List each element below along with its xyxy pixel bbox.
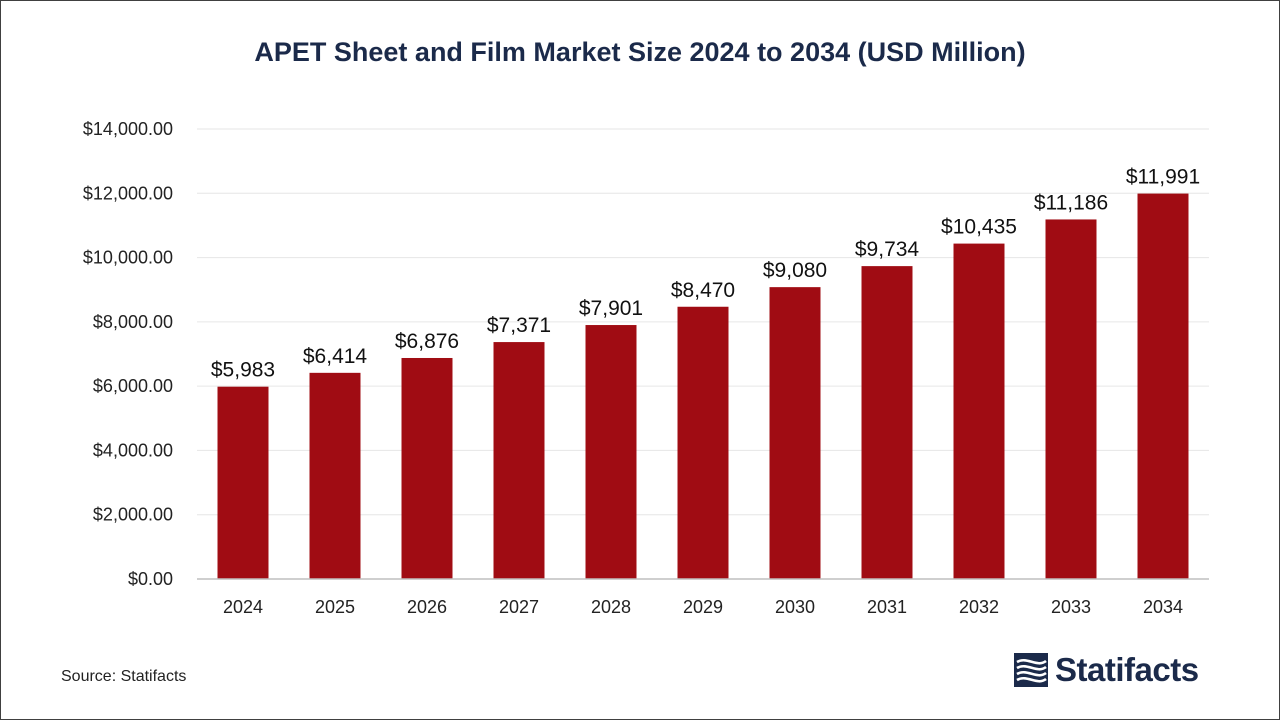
bar-2027 (493, 342, 545, 579)
data-label: $6,414 (303, 345, 368, 368)
bar-2030 (769, 287, 821, 579)
data-label: $10,435 (941, 216, 1017, 239)
y-tick-label: $2,000.00 (93, 505, 173, 525)
bar-2033 (1045, 219, 1097, 579)
bar-2024 (217, 386, 269, 579)
y-tick-label: $6,000.00 (93, 376, 173, 396)
x-tick-label: 2026 (407, 597, 447, 617)
data-label: $7,371 (487, 314, 551, 337)
bar-2029 (677, 306, 729, 579)
x-tick-label: 2029 (683, 597, 723, 617)
y-tick-label: $4,000.00 (93, 440, 173, 460)
data-label: $6,876 (395, 330, 459, 353)
data-label: $7,901 (579, 297, 643, 320)
bar-2028 (585, 325, 637, 579)
data-label: $11,991 (1126, 166, 1200, 189)
y-tick-label: $0.00 (128, 569, 173, 589)
x-tick-label: 2027 (499, 597, 539, 617)
statifacts-logo-icon (1014, 653, 1048, 687)
data-labels: $5,983 $6,414 $6,876 $7,371 $7,901 $8,470 $9,0… (211, 166, 1200, 382)
brand-logo: Statifacts (1013, 651, 1199, 689)
data-label: $11,186 (1034, 191, 1108, 214)
y-tick-label: $10,000.00 (83, 248, 173, 268)
x-tick-label: 2034 (1143, 597, 1183, 617)
x-tick-label: 2025 (315, 597, 355, 617)
x-tick-label: 2032 (959, 597, 999, 617)
brand-name: Statifacts (1055, 651, 1199, 688)
x-tick-label: 2031 (867, 597, 907, 617)
bars (217, 193, 1189, 579)
bar-2032 (953, 243, 1005, 579)
x-tick-label: 2028 (591, 597, 631, 617)
y-tick-label: $8,000.00 (93, 312, 173, 332)
bar-2025 (309, 372, 361, 579)
x-axis-ticks: 2024 2025 2026 2027 2028 2029 2030 2031 2032 2033… (223, 597, 1183, 617)
x-tick-label: 2033 (1051, 597, 1091, 617)
chart-title: APET Sheet and Film Market Size 2024 to … (254, 37, 1026, 67)
data-label: $5,983 (211, 359, 275, 382)
x-tick-label: 2030 (775, 597, 815, 617)
x-tick-label: 2024 (223, 597, 263, 617)
data-label: $8,470 (671, 279, 735, 302)
data-label: $9,734 (855, 238, 920, 261)
y-tick-label: $12,000.00 (83, 183, 173, 203)
data-label: $9,080 (763, 259, 827, 282)
bar-2031 (861, 266, 913, 579)
y-tick-label: $14,000.00 (83, 119, 173, 139)
bar-2026 (401, 357, 453, 579)
y-axis-ticks: $0.00 $2,000.00 $4,000.00 $6,000.00 $8,000.0… (83, 119, 173, 589)
bar-2034 (1137, 193, 1189, 579)
source-note: Source: Statifacts (61, 668, 187, 685)
